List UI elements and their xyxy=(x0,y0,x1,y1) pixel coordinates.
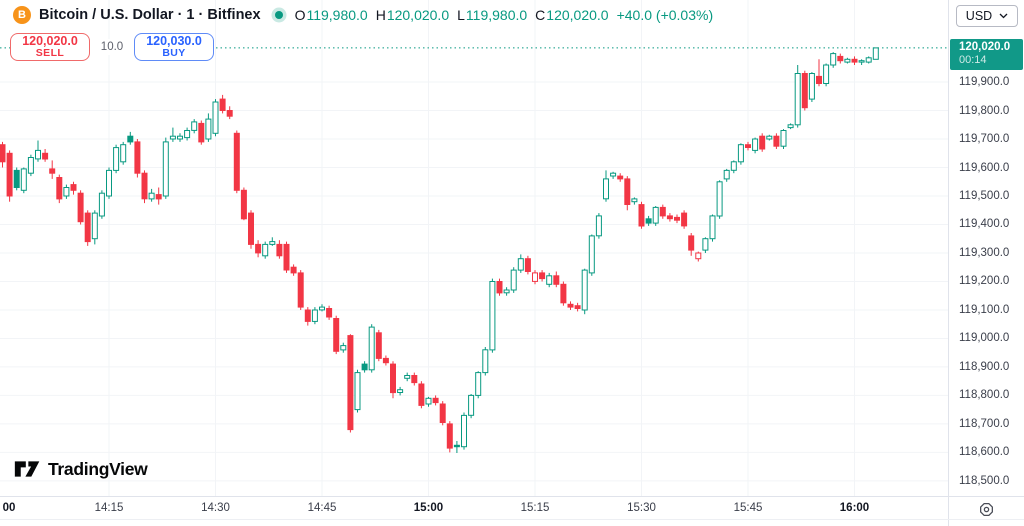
current-price-badge: 120,020.0 00:14 xyxy=(950,38,1023,70)
sell-label: SELL xyxy=(35,47,65,60)
time-axis-label: 14:30 xyxy=(201,502,230,514)
chevron-down-icon xyxy=(999,13,1008,19)
price-axis-label: 119,400.0 xyxy=(959,218,1010,231)
sell-button[interactable]: 120,020.0 SELL xyxy=(10,33,90,61)
high-value: 120,020.0 xyxy=(386,7,450,23)
time-axis-label: 14:45 xyxy=(307,502,337,514)
price-axis-label: 119,600.0 xyxy=(959,161,1010,174)
current-price-value: 120,020.0 xyxy=(959,40,1011,53)
candlestick-chart[interactable] xyxy=(0,0,948,496)
price-axis[interactable]: USD 120,020.0 00:14 119,900.0 119,800.0 11… xyxy=(948,0,1024,496)
buy-button[interactable]: 120,030.0 BUY xyxy=(134,33,214,61)
gear-icon xyxy=(980,503,993,516)
price-axis-label: 119,700.0 xyxy=(959,133,1010,146)
time-axis-label: 15:15 xyxy=(520,502,550,514)
time-axis-label: 15:45 xyxy=(733,502,763,514)
time-axis[interactable]: 00 14:15 14:30 14:45 15:00 15:15 15:30 15:45 16:… xyxy=(0,496,948,526)
tradingview-logo-text: TradingView xyxy=(48,458,148,479)
price-axis-label: 119,500.0 xyxy=(959,190,1010,202)
high-label: H xyxy=(375,7,386,23)
axis-settings-button[interactable] xyxy=(948,496,1024,526)
time-axis-label: 14:15 xyxy=(94,502,124,514)
symbol-legend: B Bitcoin / U.S. Dollar · 1 · Bitfinex O… xyxy=(13,6,713,24)
tradingview-mark-icon xyxy=(14,461,40,477)
open-label: O xyxy=(294,7,306,23)
price-axis-label: 118,600.0 xyxy=(959,446,1010,459)
close-label: C xyxy=(535,7,546,23)
price-axis-label: 119,900.0 xyxy=(959,76,1010,89)
price-axis-label: 119,200.0 xyxy=(959,275,1010,288)
bar-countdown: 00:14 xyxy=(959,53,987,66)
price-axis-label: 118,800.0 xyxy=(959,389,1010,402)
time-axis-label: 15:00 xyxy=(413,502,444,514)
symbol-title[interactable]: Bitcoin / U.S. Dollar · 1 · Bitfinex xyxy=(39,7,261,23)
open-value: 119,980.0 xyxy=(306,7,368,23)
currency-label: USD xyxy=(965,9,993,23)
buy-label: BUY xyxy=(162,47,186,60)
sell-price: 120,020.0 xyxy=(22,33,78,48)
time-axis-label: 15:30 xyxy=(627,502,656,514)
time-axis-label: 16:00 xyxy=(839,502,870,514)
change-value: +40.0 (+0.03%) xyxy=(616,7,714,23)
spread-value: 10.0 xyxy=(90,39,134,55)
currency-selector[interactable]: USD xyxy=(956,5,1018,27)
low-value: 119,980.0 xyxy=(465,7,528,23)
price-axis-label: 118,700.0 xyxy=(959,417,1010,430)
low-label: L xyxy=(457,7,465,23)
price-axis-label: 119,800.0 xyxy=(959,104,1010,117)
close-value: 120,020.0 xyxy=(546,7,609,23)
price-axis-label: 118,500.0 xyxy=(959,474,1010,487)
bitcoin-icon: B xyxy=(13,6,31,24)
price-axis-label: 119,000.0 xyxy=(959,332,1010,345)
market-open-status-icon[interactable] xyxy=(274,11,283,19)
tradingview-logo[interactable]: TradingView xyxy=(14,458,148,480)
trade-buttons: 120,020.0 SELL 10.0 120,030.0 BUY xyxy=(10,33,214,61)
ohlc-readout: O 119,980.0 H 120,020.0 L 119,980.0 C 120,02… xyxy=(295,7,714,23)
bottom-divider xyxy=(0,519,1024,520)
price-axis-label: 119,100.0 xyxy=(959,303,1010,316)
time-axis-label: 00 xyxy=(2,502,16,514)
price-axis-label: 119,300.0 xyxy=(959,246,1010,259)
buy-price: 120,030.0 xyxy=(146,33,202,48)
price-axis-label: 118,900.0 xyxy=(959,360,1010,373)
